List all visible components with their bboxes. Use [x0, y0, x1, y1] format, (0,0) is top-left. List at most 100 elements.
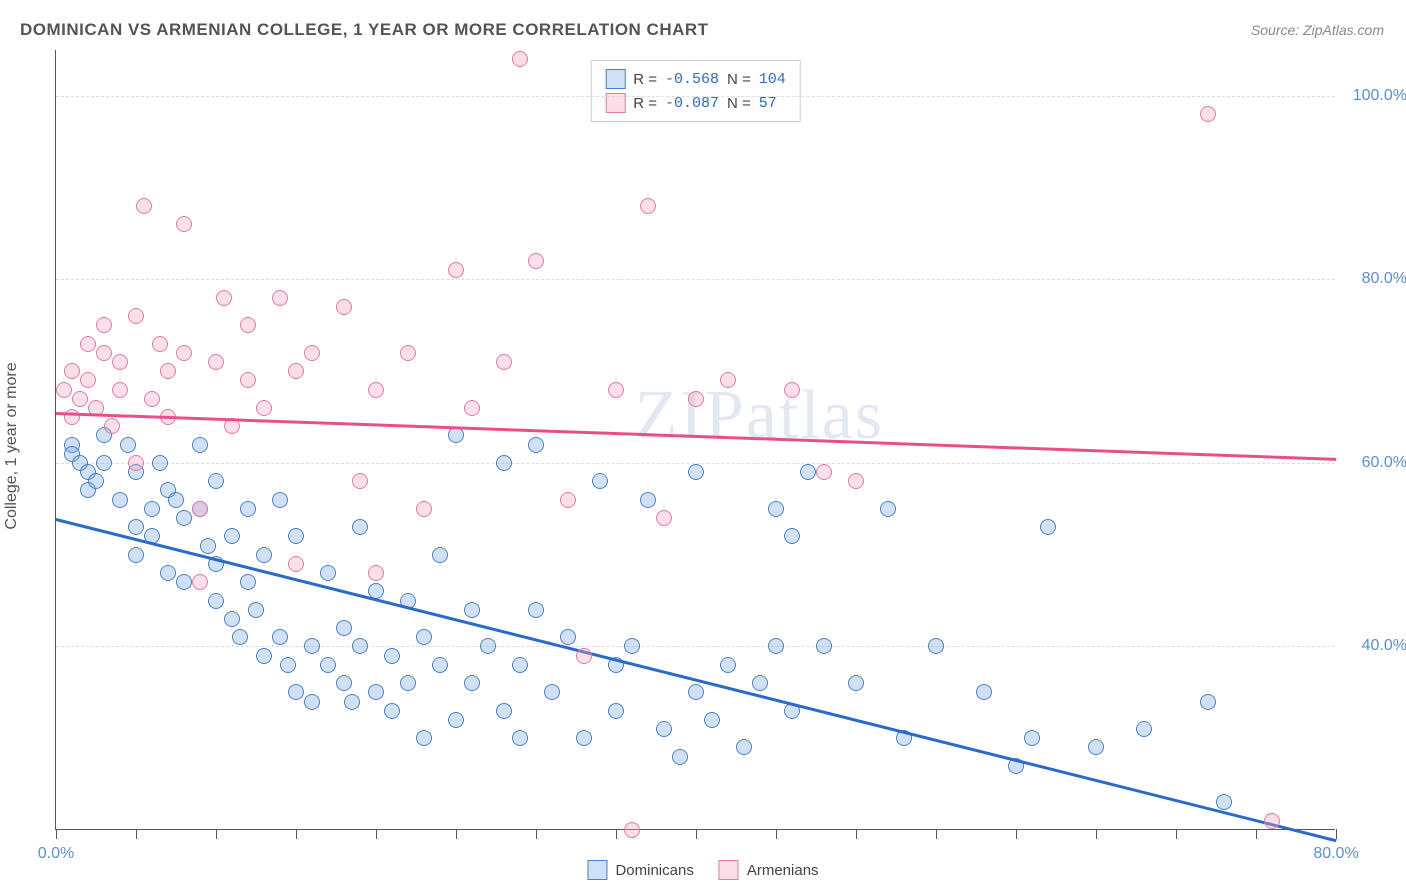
x-tick [1256, 829, 1257, 839]
scatter-point [400, 345, 416, 361]
legend-label: Dominicans [615, 862, 693, 879]
scatter-point [368, 382, 384, 398]
scatter-point [368, 565, 384, 581]
scatter-point [608, 703, 624, 719]
scatter-point [416, 730, 432, 746]
scatter-point [784, 382, 800, 398]
n-value: 57 [759, 95, 777, 112]
scatter-point [352, 519, 368, 535]
legend-stats: R = -0.568 N = 104 R = -0.087 N = 57 [590, 60, 801, 122]
y-tick-label: 60.0% [1342, 454, 1406, 472]
scatter-point [232, 629, 248, 645]
scatter-point [208, 473, 224, 489]
scatter-point [240, 501, 256, 517]
r-label: R = [633, 95, 657, 112]
scatter-point [240, 372, 256, 388]
scatter-point [1200, 694, 1216, 710]
scatter-point [192, 501, 208, 517]
scatter-point [152, 336, 168, 352]
n-label: N = [727, 71, 751, 88]
scatter-point [720, 657, 736, 673]
scatter-point [128, 308, 144, 324]
scatter-point [688, 684, 704, 700]
x-tick [536, 829, 537, 839]
scatter-point [104, 418, 120, 434]
scatter-point [752, 675, 768, 691]
scatter-point [88, 473, 104, 489]
scatter-point [880, 501, 896, 517]
x-tick [376, 829, 377, 839]
scatter-point [768, 638, 784, 654]
scatter-point [112, 382, 128, 398]
scatter-point [656, 721, 672, 737]
scatter-point [160, 565, 176, 581]
legend-label: Armenians [747, 862, 819, 879]
scatter-point [336, 299, 352, 315]
scatter-point [320, 657, 336, 673]
scatter-point [256, 648, 272, 664]
scatter-point [1264, 813, 1280, 829]
scatter-point [1216, 794, 1232, 810]
scatter-point [352, 638, 368, 654]
scatter-point [512, 51, 528, 67]
scatter-point [160, 363, 176, 379]
scatter-point [976, 684, 992, 700]
scatter-point [592, 473, 608, 489]
y-tick-label: 80.0% [1342, 270, 1406, 288]
x-tick [776, 829, 777, 839]
scatter-point [416, 501, 432, 517]
scatter-point [96, 317, 112, 333]
scatter-point [112, 492, 128, 508]
scatter-point [496, 455, 512, 471]
scatter-point [544, 684, 560, 700]
scatter-point [128, 519, 144, 535]
scatter-point [384, 703, 400, 719]
scatter-point [432, 547, 448, 563]
scatter-point [280, 657, 296, 673]
scatter-point [176, 510, 192, 526]
scatter-point [304, 694, 320, 710]
scatter-point [288, 684, 304, 700]
trendline-armenians [56, 412, 1336, 460]
scatter-point [496, 354, 512, 370]
scatter-point [1088, 739, 1104, 755]
scatter-point [336, 620, 352, 636]
scatter-point [528, 253, 544, 269]
scatter-point [80, 372, 96, 388]
scatter-point [640, 198, 656, 214]
x-tick-label: 0.0% [38, 845, 74, 863]
scatter-point [560, 629, 576, 645]
r-value: -0.087 [665, 95, 719, 112]
scatter-point [288, 556, 304, 572]
scatter-point [96, 345, 112, 361]
scatter-point [512, 657, 528, 673]
legend-stats-row: R = -0.087 N = 57 [605, 91, 786, 115]
scatter-point [352, 473, 368, 489]
scatter-point [120, 437, 136, 453]
scatter-point [576, 730, 592, 746]
x-tick [136, 829, 137, 839]
scatter-point [768, 501, 784, 517]
scatter-point [272, 290, 288, 306]
legend-item-armenians: Armenians [719, 860, 819, 880]
swatch-blue-icon [605, 69, 625, 89]
scatter-point [176, 216, 192, 232]
scatter-point [128, 547, 144, 563]
scatter-point [248, 602, 264, 618]
scatter-point [240, 574, 256, 590]
scatter-point [608, 382, 624, 398]
scatter-point [96, 455, 112, 471]
x-tick [56, 829, 57, 839]
scatter-point [576, 648, 592, 664]
x-tick [296, 829, 297, 839]
scatter-point [528, 437, 544, 453]
scatter-point [136, 198, 152, 214]
scatter-point [128, 455, 144, 471]
scatter-point [272, 492, 288, 508]
scatter-point [624, 822, 640, 838]
x-tick [1336, 829, 1337, 839]
scatter-point [496, 703, 512, 719]
scatter-point [464, 602, 480, 618]
scatter-point [688, 464, 704, 480]
scatter-point [256, 400, 272, 416]
